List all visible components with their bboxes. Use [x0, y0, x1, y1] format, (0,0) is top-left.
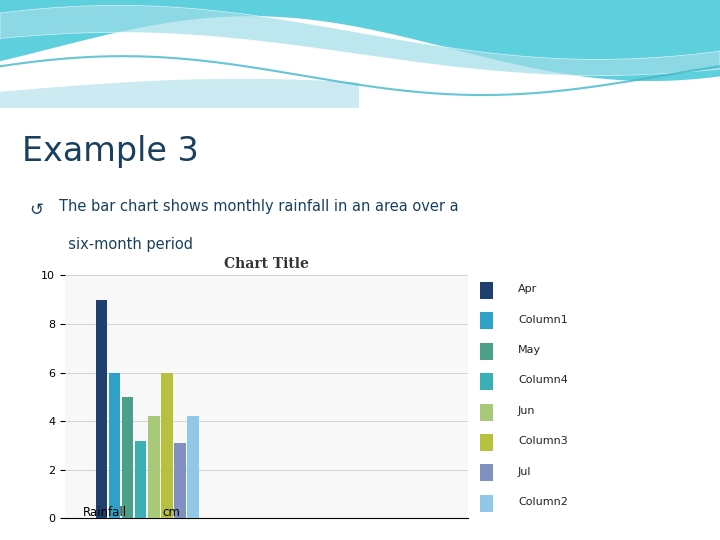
Text: The bar chart shows monthly rainfall in an area over a: The bar chart shows monthly rainfall in … [59, 199, 459, 214]
Bar [109, 373, 120, 518]
FancyBboxPatch shape [480, 403, 493, 421]
Text: Example 3: Example 3 [22, 134, 198, 168]
Bar [161, 373, 173, 518]
Text: Column1: Column1 [518, 315, 567, 325]
Text: cm: cm [162, 505, 180, 519]
Text: Jul: Jul [518, 467, 531, 477]
Bar [148, 416, 160, 518]
Bar [187, 416, 199, 518]
Text: Column4: Column4 [518, 375, 568, 386]
FancyBboxPatch shape [480, 313, 493, 329]
FancyBboxPatch shape [480, 464, 493, 481]
Polygon shape [0, 16, 720, 108]
Polygon shape [0, 5, 720, 76]
Text: Jun: Jun [518, 406, 536, 416]
FancyBboxPatch shape [480, 282, 493, 299]
FancyBboxPatch shape [480, 434, 493, 451]
Bar [135, 441, 146, 518]
Polygon shape [0, 79, 359, 108]
Bar [174, 443, 186, 518]
FancyBboxPatch shape [480, 343, 493, 360]
FancyBboxPatch shape [480, 495, 493, 512]
Bar [122, 397, 133, 518]
Text: Rainfall: Rainfall [83, 505, 127, 519]
Text: Column2: Column2 [518, 497, 568, 507]
Text: ↺: ↺ [30, 201, 44, 219]
Bar [96, 300, 107, 518]
Text: Column3: Column3 [518, 436, 567, 446]
Text: May: May [518, 345, 541, 355]
Title: Chart Title: Chart Title [224, 258, 309, 272]
FancyBboxPatch shape [480, 373, 493, 390]
Text: Apr: Apr [518, 285, 537, 294]
Text: six-month period: six-month period [59, 237, 193, 252]
